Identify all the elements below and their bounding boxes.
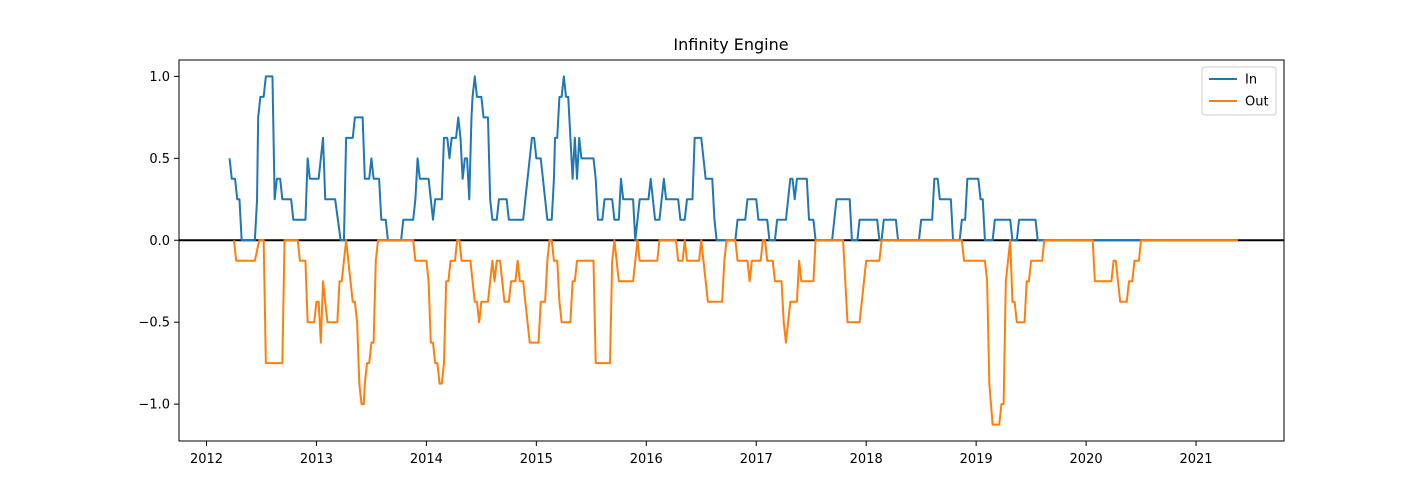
axes-layer: 2012 2013 2014 2015 2016 2017 2018 2019 2020 2021… — [138, 59, 1285, 467]
x-tick-label: 2019 — [960, 452, 993, 467]
series-line-out — [232, 239, 1238, 426]
x-tick-label: 2014 — [410, 452, 443, 467]
y-tick-label: 1.0 — [149, 70, 170, 85]
y-tick-label: −0.5 — [138, 316, 170, 331]
x-tick-label: 2021 — [1179, 452, 1212, 467]
x-tick-label: 2018 — [850, 452, 883, 467]
x-tick-label: 2016 — [630, 452, 663, 467]
chart-title: Infinity Engine — [673, 35, 788, 54]
x-tick-label: 2012 — [190, 452, 223, 467]
x-tick-label: 2013 — [300, 452, 333, 467]
y-tick-label: 0.5 — [149, 152, 170, 167]
legend-label-out: Out — [1245, 95, 1269, 110]
legend: In Out — [1201, 66, 1277, 116]
plot-frame — [178, 59, 1285, 442]
series-line-in — [228, 75, 1238, 242]
series-layer — [228, 75, 1238, 426]
x-tick-label: 2017 — [740, 452, 773, 467]
y-tick-label: −1.0 — [138, 398, 170, 413]
legend-label-in: In — [1245, 73, 1257, 88]
x-tick-label: 2015 — [520, 452, 553, 467]
y-tick-label: 0.0 — [149, 234, 170, 249]
x-tick-label: 2020 — [1070, 452, 1103, 467]
